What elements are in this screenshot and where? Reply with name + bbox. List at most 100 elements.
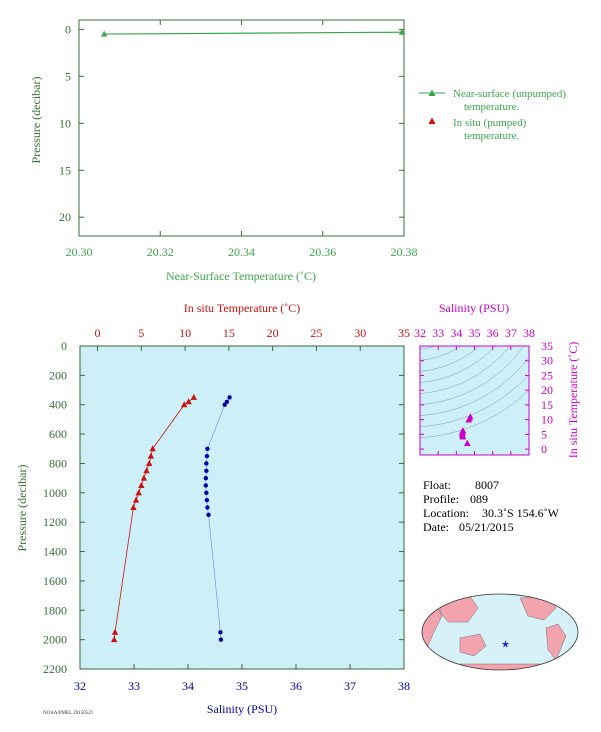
- ts-temperature-label: In situ Temperature (˚C): [566, 342, 580, 459]
- legend-triangle-red: [428, 117, 436, 124]
- ts-plot-area: [420, 346, 529, 455]
- near-surface-y-ticks: 0 5 10 15 20: [59, 22, 404, 224]
- salinity-point: [204, 497, 210, 503]
- salinity-point: [204, 453, 210, 459]
- near-surface-y-tick-label: 15: [59, 163, 71, 177]
- salinity-point: [222, 402, 227, 407]
- legend-label-near-surface-1: Near-surface (unpumped): [453, 88, 566, 100]
- ts-temperature-tick-label: 20: [541, 383, 553, 397]
- profile-salinity-tick-label: 33: [128, 679, 140, 693]
- legend: Near-surface (unpumped) temperature. In …: [419, 88, 566, 142]
- ts-salinity-title: Salinity (PSU): [439, 301, 509, 315]
- profile-pressure-tick-label: 600: [49, 427, 67, 441]
- ts-salinity-tick-label: 33: [432, 326, 444, 340]
- temperature-point: [185, 398, 192, 405]
- profile-pressure-tick-label: 1600: [43, 574, 67, 588]
- ts-salinity-tick-label: 35: [469, 326, 481, 340]
- profile-temperature-tick-label: 0: [95, 326, 101, 340]
- temperature-point: [138, 481, 145, 488]
- profile-salinity-tick-label: 37: [344, 679, 356, 693]
- ts-salinity-ticks: 32 33 34 35 36 37 38: [414, 326, 535, 455]
- salinity-point: [204, 490, 209, 496]
- salinity-point: [203, 475, 209, 481]
- profile-salinity-ticks: 32 33 34 35 36 37 38: [74, 664, 410, 693]
- near-surface-y-tick-label: 0: [65, 22, 71, 36]
- temperature-point: [132, 496, 140, 503]
- float-info: Float: 8007 Profile: 089 Location: 30.3˚…: [423, 478, 560, 534]
- near-surface-point: [398, 28, 406, 35]
- profile-salinity-tick-label: 34: [182, 679, 194, 693]
- profile-temperature-tick-label: 10: [179, 326, 191, 340]
- profile-salinity-tick-label: 35: [236, 679, 248, 693]
- temperature-point: [130, 504, 137, 510]
- map-outline: [421, 593, 579, 671]
- map-landmass-south-america: [545, 623, 567, 661]
- density-contour-line: [370, 226, 450, 306]
- salinity-point: [205, 505, 210, 510]
- ts-point: [465, 416, 472, 423]
- profile-temperature-tick-label: 20: [267, 326, 279, 340]
- profile-pressure-ticks: 0 200 400 600 800 1000 1200 1400 1600 1800 2000 220…: [43, 339, 404, 676]
- near-surface-x-tick-label: 20.38: [391, 245, 418, 259]
- profile-pressure-tick-label: 1000: [43, 486, 67, 500]
- legend-triangle-green: [428, 89, 436, 96]
- profile-salinity-tick-label: 32: [74, 679, 86, 693]
- salinity-point: [203, 483, 209, 488]
- profile-temperature-tick-label: 35: [398, 326, 410, 340]
- salinity-point: [204, 461, 209, 466]
- temperature-point: [143, 467, 150, 474]
- ts-temperature-tick-label: 35: [541, 339, 553, 353]
- profile-chart: 0 5 10 15 20 25 30 35 32 33 34 35 36 37 38 0 200 400 600…: [15, 301, 410, 716]
- date-label: Date:: [423, 520, 449, 534]
- near-surface-y-tick-label: 10: [59, 116, 71, 130]
- near-surface-x-label: Near-Surface Temperature (˚C): [166, 269, 316, 283]
- ts-temperature-tick-label: 15: [541, 398, 553, 412]
- near-surface-point: [100, 30, 108, 37]
- ts-temperature-tick-label: 30: [541, 354, 553, 368]
- salinity-point: [206, 512, 211, 518]
- float-label: Float:: [423, 478, 451, 492]
- profile-temperature-tick-label: 5: [138, 326, 144, 340]
- profile-pressure-axis-label: Pressure (decibar): [15, 465, 29, 552]
- ts-salinity-tick-label: 32: [414, 326, 426, 340]
- legend-label-in-situ-1: In situ (pumped): [453, 117, 527, 129]
- near-surface-x-tick-label: 20.34: [228, 245, 255, 259]
- temperature-point: [111, 628, 119, 635]
- temperature-point: [149, 445, 156, 452]
- profile-pressure-tick-label: 2000: [43, 633, 67, 647]
- near-surface-y-tick-label: 20: [59, 210, 71, 224]
- salinity-point: [227, 395, 232, 400]
- temperature-point: [140, 474, 148, 481]
- near-surface-x-tick-label: 20.30: [66, 245, 93, 259]
- profile-salinity-axis-label: Salinity (PSU): [207, 702, 277, 716]
- near-surface-x-tick-label: 20.36: [309, 245, 336, 259]
- ts-points: [459, 413, 474, 447]
- profile-temperature-tick-label: 15: [223, 326, 235, 340]
- profile-pressure-tick-label: 1200: [43, 515, 67, 529]
- profile-temperature-ticks: 0 5 10 15 20 25 30 35: [95, 326, 410, 351]
- ts-point: [464, 440, 471, 447]
- legend-label-in-situ-2: temperature.: [464, 130, 520, 142]
- ts-temperature-tick-label: 25: [541, 368, 553, 382]
- map-landmass-australia: [459, 633, 487, 657]
- ts-temperature-tick-label: 10: [541, 413, 553, 427]
- ts-salinity-tick-label: 37: [505, 326, 517, 340]
- profile-pressure-tick-label: 400: [49, 398, 67, 412]
- near-surface-y-tick-label: 5: [65, 69, 71, 83]
- ts-salinity-tick-label: 38: [523, 326, 535, 340]
- profile-pressure-tick-label: 0: [61, 339, 67, 353]
- salinity-point: [205, 446, 210, 451]
- salinity-point: [204, 468, 209, 473]
- temperature-point: [145, 459, 153, 466]
- near-surface-plot-area: [78, 19, 405, 237]
- location-value: 30.3˚S 154.6˚W: [482, 506, 560, 520]
- profile-plot-area: [79, 345, 405, 670]
- near-surface-x-tick-label: 20.32: [147, 245, 174, 259]
- ts-point: [459, 433, 467, 440]
- profile-pressure-tick-label: 200: [49, 368, 67, 382]
- profile-pressure-tick-label: 1400: [43, 545, 67, 559]
- temperature-point: [190, 393, 198, 400]
- temperature-point: [110, 636, 118, 643]
- salinity-point: [218, 637, 224, 642]
